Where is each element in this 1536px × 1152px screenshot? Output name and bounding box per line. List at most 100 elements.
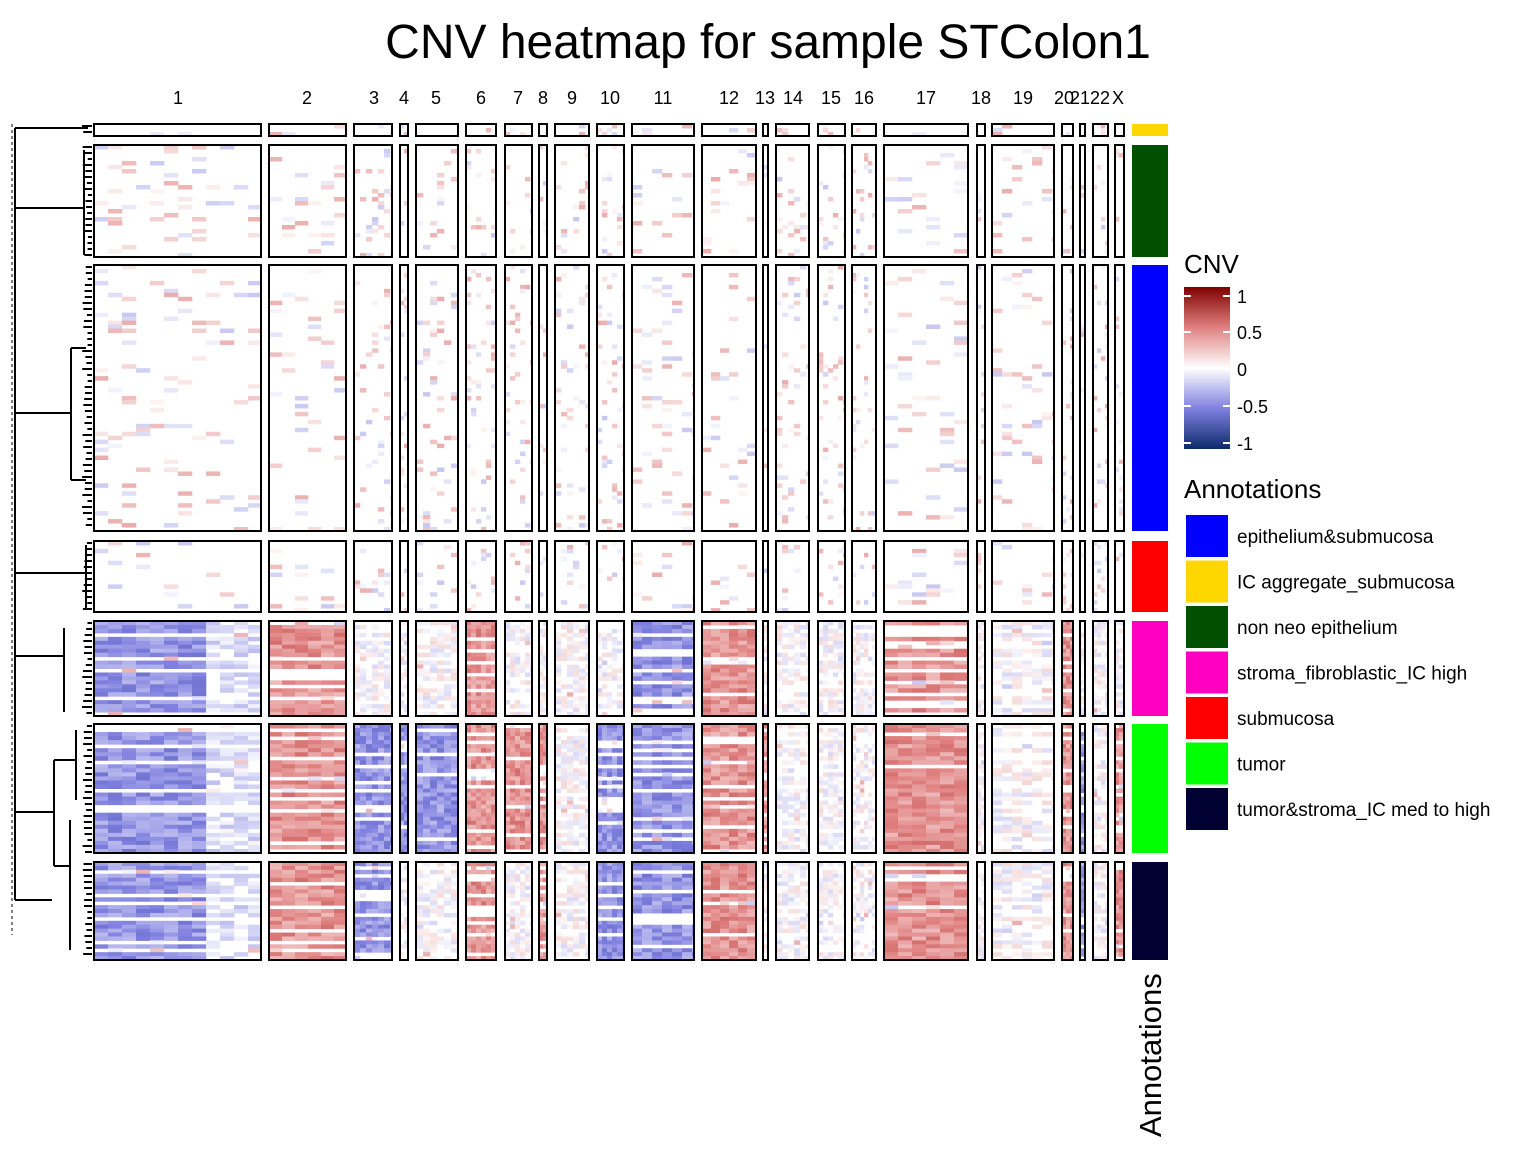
cnv-cell: [1105, 423, 1109, 429]
cnv-cell: [136, 752, 151, 757]
cnv-cell: [525, 812, 531, 818]
cnv-cell: [282, 368, 296, 373]
cnv-cell: [178, 836, 193, 842]
cnv-cell: [720, 636, 730, 642]
cnv-cell: [828, 368, 834, 373]
cnv-cell: [567, 736, 574, 741]
cnv-cell: [525, 796, 531, 802]
cnv-cell: [977, 265, 982, 270]
cnv-cell: [782, 443, 789, 449]
cnv-cell: [602, 652, 608, 658]
cnv-cell: [220, 664, 235, 669]
cnv-cell: [466, 700, 472, 705]
cnv-cell: [384, 668, 391, 673]
cnv-cell: [555, 696, 562, 701]
cnv-cell: [430, 688, 438, 693]
cnv-cell: [282, 708, 296, 713]
cnv-cell: [1093, 396, 1098, 401]
cnv-cell: [150, 692, 165, 697]
cnv-cell: [954, 249, 969, 254]
cnv-cell: [248, 664, 262, 669]
cnv-cell: [481, 776, 487, 781]
cnv-cell: [788, 700, 795, 705]
cnv-cell: [567, 780, 574, 785]
cnv-cell: [543, 352, 548, 357]
cnv-cell: [1080, 324, 1085, 330]
cnv-cell: [702, 644, 712, 650]
cnv-cell: [852, 272, 857, 278]
cnv-cell: [234, 640, 249, 646]
cnv-cell: [505, 276, 511, 282]
cnv-cell: [430, 732, 438, 737]
cnv-cell: [612, 656, 618, 662]
cnv-cell: [539, 491, 544, 496]
cnv-cell: [360, 836, 367, 842]
cnv-cell: [404, 820, 409, 826]
cnv-cell: [466, 696, 472, 701]
cnv-cell: [682, 173, 693, 178]
cnv-cell: [561, 621, 568, 626]
cnv-cell: [1002, 660, 1013, 666]
cnv-cell: [539, 197, 544, 202]
cnv-cell: [940, 515, 955, 520]
cnv-cell: [585, 696, 590, 701]
cnv-cell: [378, 756, 385, 761]
cnv-cell: [720, 648, 730, 654]
cnv-cell: [269, 744, 283, 749]
panel-border: [504, 123, 533, 137]
cnv-cell: [122, 431, 137, 437]
cnv-cell: [510, 704, 516, 709]
cnv-cell: [720, 652, 730, 658]
cnv-cell: [437, 185, 445, 190]
cnv-cell: [898, 636, 913, 642]
cnv-cell: [354, 840, 361, 846]
cnv-cell: [150, 756, 165, 761]
cnv-cell: [295, 396, 309, 401]
cnv-cell: [585, 780, 590, 785]
cnv-cell: [833, 704, 839, 709]
cnv-cell: [711, 621, 721, 626]
cnv-cell: [515, 824, 521, 830]
cnv-cell: [437, 640, 445, 646]
cnv-cell: [1042, 632, 1053, 638]
cnv-cell: [321, 692, 335, 697]
cnv-cell: [1062, 556, 1067, 562]
cnv-cell: [430, 300, 438, 306]
panel-13: [762, 620, 769, 717]
chart-title: CNV heatmap for sample STColon1: [385, 16, 1151, 69]
cnv-cell: [269, 792, 283, 798]
cnv-cell: [178, 812, 193, 818]
panel-border: [1092, 144, 1109, 258]
cnv-cell: [1002, 499, 1013, 504]
cnv-cell: [366, 836, 373, 842]
cnv-cell: [372, 340, 379, 345]
cnv-cell: [400, 300, 405, 306]
cnv-cell: [729, 632, 739, 638]
cnv-cell: [525, 748, 531, 753]
cnv-cell: [912, 680, 927, 685]
cnv-cell: [122, 483, 137, 488]
cnv-cell: [471, 724, 477, 729]
cnv-cell: [334, 213, 347, 218]
cnv-cell: [430, 784, 438, 789]
cnv-cell: [282, 652, 296, 658]
cnv-cell: [372, 688, 379, 693]
cnv-cell: [444, 479, 452, 484]
cnv-cell: [1119, 507, 1124, 512]
cnv-cell: [898, 688, 913, 693]
cnv-cell: [1002, 652, 1013, 658]
cnv-cell: [977, 499, 982, 504]
cnv-cell: [510, 344, 516, 349]
cnv-cell: [122, 816, 137, 822]
cnv-cell: [378, 592, 385, 597]
cnv-cell: [702, 704, 712, 709]
cnv-cell: [884, 672, 899, 677]
cnv-cell: [940, 280, 955, 286]
cnv-cell: [662, 628, 673, 634]
cnv-cell: [378, 660, 385, 666]
cnv-cell: [539, 820, 544, 826]
cnv-cell: [444, 688, 452, 693]
cnv-cell: [505, 684, 511, 689]
cnv-cell: [1066, 132, 1071, 137]
cnv-cell: [573, 668, 580, 673]
